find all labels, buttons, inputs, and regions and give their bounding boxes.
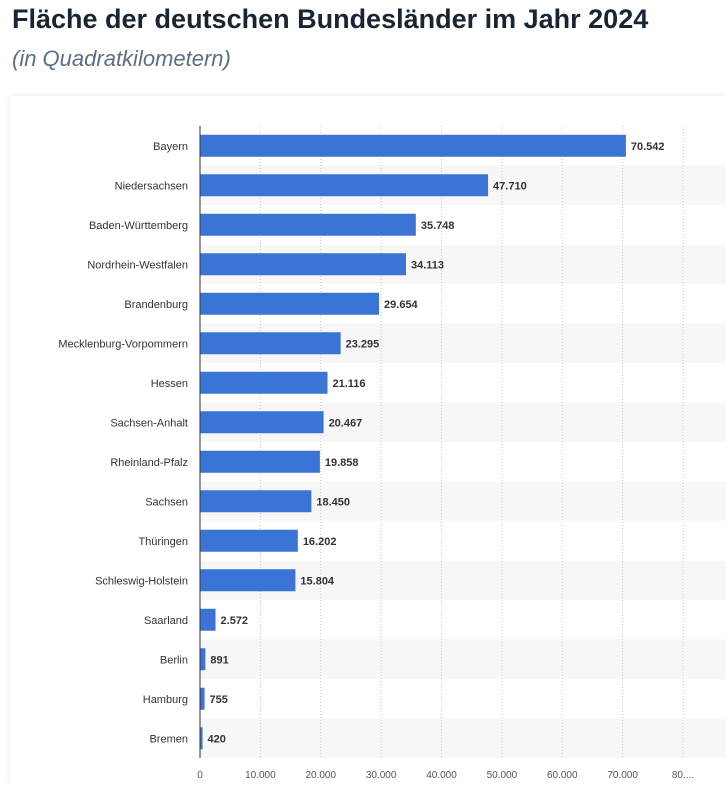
bar (200, 727, 203, 750)
category-label: Mecklenburg-Vorpommern (58, 338, 188, 350)
x-tick-label: 0 (197, 770, 203, 781)
category-labels: Bayern Niedersachsen Baden-Württemberg Nord… (58, 141, 188, 746)
bar (200, 292, 380, 315)
value-label: 47.710 (493, 180, 527, 192)
bar (200, 253, 406, 276)
chart-title: Fläche der deutschen Bundesländer im Jah… (12, 4, 649, 34)
value-label: 2.572 (221, 615, 249, 627)
row-stripe (200, 718, 726, 758)
value-label: 15.804 (300, 575, 335, 587)
value-label: 420 (208, 733, 226, 745)
value-label: 70.542 (631, 141, 665, 153)
value-label: 34.113 (411, 259, 444, 271)
chart-card: Bayern Niedersachsen Baden-Württemberg Nord… (10, 96, 726, 785)
bar (200, 174, 489, 197)
category-label: Berlin (160, 654, 188, 666)
x-tick-label: 70.000 (607, 770, 638, 781)
value-label: 18.450 (316, 496, 350, 508)
value-label: 891 (210, 654, 228, 666)
value-label: 755 (210, 694, 228, 706)
value-label: 23.295 (346, 338, 380, 350)
bar (200, 569, 296, 592)
bar (200, 608, 216, 631)
category-label: Brandenburg (124, 299, 188, 311)
x-tick-labels: 0 10.000 20.000 30.000 40.000 50.000 60.000 70.… (197, 770, 694, 781)
x-tick-label: 60.000 (547, 770, 578, 781)
bar (200, 490, 312, 513)
value-label: 21.116 (332, 378, 365, 390)
x-tick-label: 40.000 (426, 770, 457, 781)
value-label: 19.858 (325, 457, 359, 469)
chart-subtitle: (in Quadratkilometern) (12, 46, 231, 71)
bar (200, 332, 341, 355)
x-tick-label: 80.... (672, 770, 694, 781)
value-label: 16.202 (303, 536, 337, 548)
x-tick-label: 10.000 (245, 770, 276, 781)
category-label: Hessen (151, 378, 188, 390)
bar (200, 213, 416, 236)
category-label: Baden-Württemberg (89, 220, 188, 232)
bar (200, 687, 205, 710)
bar-chart: Bayern Niedersachsen Baden-Württemberg Nord… (58, 126, 726, 781)
category-label: Sachsen-Anhalt (110, 417, 188, 429)
value-labels: 70.542 47.710 35.748 34.113 29.654 23.295 21.1… (208, 141, 665, 746)
bar (200, 371, 328, 394)
category-label: Sachsen (145, 496, 188, 508)
bar (200, 648, 206, 671)
x-tick-label: 50.000 (487, 770, 518, 781)
value-label: 29.654 (384, 299, 419, 311)
bar (200, 450, 320, 473)
value-label: 35.748 (421, 220, 455, 232)
category-label: Bayern (153, 141, 188, 153)
category-label: Niedersachsen (115, 180, 188, 192)
bar (200, 529, 298, 552)
bar (200, 134, 626, 157)
category-label: Schleswig-Holstein (95, 575, 188, 587)
category-label: Saarland (144, 615, 188, 627)
x-tick-label: 20.000 (305, 770, 336, 781)
category-label: Hamburg (143, 694, 188, 706)
category-label: Thüringen (138, 536, 188, 548)
bars (200, 134, 626, 750)
category-label: Rheinland-Pfalz (110, 457, 188, 469)
x-tick-label: 30.000 (366, 770, 397, 781)
row-stripe (200, 639, 726, 679)
bar (200, 411, 324, 434)
value-label: 20.467 (329, 417, 363, 429)
category-label: Nordrhein-Westfalen (87, 259, 188, 271)
category-label: Bremen (149, 733, 188, 745)
